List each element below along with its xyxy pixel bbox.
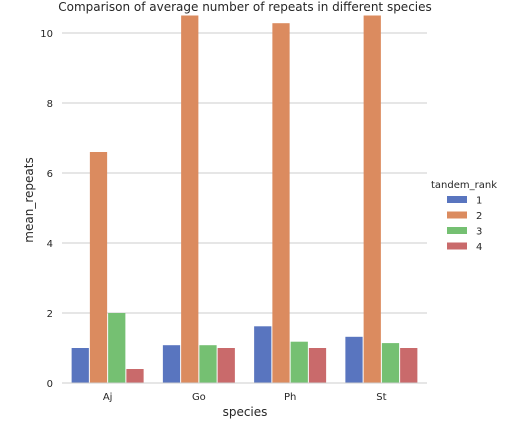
bar-Go-series-1 [162,345,181,383]
bar-Go-series-2 [181,15,199,383]
x-tick-labels: Aj Go Ph St [103,392,387,403]
legend-title: tandem_rank [431,180,497,191]
x-tick-label: Aj [103,392,113,403]
legend-swatch [447,242,467,250]
bar-Aj-series-2 [89,152,108,383]
x-tick-label: Ph [284,392,296,403]
bar-Ph-series-2 [272,23,290,383]
legend-swatch [447,196,467,203]
legend-swatch [447,227,467,234]
y-tick-label: 10 [40,29,53,40]
legend-label: 2 [476,211,482,222]
legend-swatch [447,211,467,219]
bar-Aj-series-4 [126,369,144,383]
y-tick-label: 8 [47,99,53,110]
bar-Go-series-4 [217,348,235,383]
y-tick-label: 0 [47,379,53,390]
bar-Go-series-3 [199,345,217,383]
legend-label: 4 [476,242,482,253]
bar-Ph-series-1 [254,326,272,383]
x-tick-label: St [376,392,386,403]
y-tick-label: 2 [47,309,53,320]
bar-Aj-series-3 [108,313,126,383]
bar-Aj-series-1 [71,348,89,383]
y-axis-label: mean_repeats [22,157,36,242]
bar-St-series-2 [363,15,381,383]
bar-Ph-series-4 [308,348,327,383]
bar-St-series-1 [345,336,363,383]
y-tick-label: 6 [47,169,53,180]
chart-title: Comparison of average number of repeats … [58,0,432,14]
bar-St-series-3 [381,343,400,383]
x-tick-label: Go [192,392,206,403]
legend-label: 3 [476,227,482,238]
y-tick-labels: 0 2 4 6 8 10 [40,29,53,390]
y-tick-label: 4 [47,239,53,250]
x-axis-label: species [223,405,268,419]
bar-St-series-4 [400,348,418,383]
bars [71,15,418,383]
legend-label: 1 [476,196,482,207]
bar-Ph-series-3 [290,341,308,383]
legend: tandem_rank 1 2 3 4 [431,180,497,253]
